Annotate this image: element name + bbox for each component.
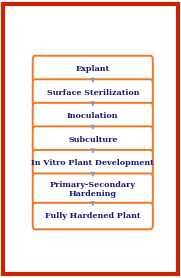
Text: Explant: Explant bbox=[76, 65, 110, 73]
Text: Inoculation: Inoculation bbox=[67, 112, 119, 120]
FancyBboxPatch shape bbox=[33, 203, 153, 229]
Text: In Vitro Plant Development: In Vitro Plant Development bbox=[31, 159, 154, 167]
Text: Primary-Secondary
Hardening: Primary-Secondary Hardening bbox=[50, 181, 136, 198]
FancyBboxPatch shape bbox=[33, 126, 153, 153]
FancyBboxPatch shape bbox=[33, 56, 153, 82]
FancyBboxPatch shape bbox=[33, 173, 153, 206]
Text: Subculture: Subculture bbox=[68, 136, 117, 144]
Text: Fully Hardened Plant: Fully Hardened Plant bbox=[45, 212, 140, 220]
FancyBboxPatch shape bbox=[33, 150, 153, 177]
FancyBboxPatch shape bbox=[33, 103, 153, 129]
Text: Surface Sterilization: Surface Sterilization bbox=[47, 89, 139, 96]
FancyBboxPatch shape bbox=[33, 79, 153, 106]
